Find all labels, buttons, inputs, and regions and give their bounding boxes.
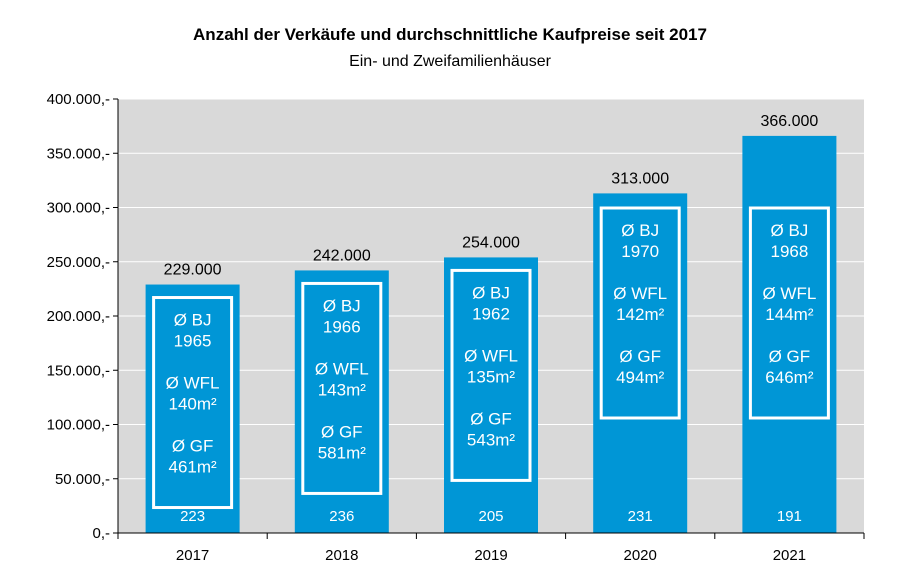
value-label: 313.000 (611, 170, 669, 187)
y-tick-label: 50.000,- (55, 471, 110, 488)
y-tick-label: 400.000,- (47, 91, 110, 108)
annotation-value: 140m² (169, 395, 218, 414)
bar (593, 193, 688, 533)
annotation-label: Ø GF (321, 422, 363, 441)
bar (444, 257, 538, 533)
annotation-label: Ø WFL (762, 284, 816, 303)
axes (113, 98, 865, 539)
y-tick-label: 350.000,- (47, 145, 110, 162)
annotation-value: 1965 (174, 332, 212, 351)
count-label: 191 (777, 508, 802, 525)
annotation-value: 494m² (616, 368, 665, 387)
annotation-value: 135m² (467, 367, 516, 386)
annotation-box (301, 281, 383, 495)
annotation-label: Ø BJ (472, 283, 510, 302)
annotation-value: 1966 (323, 317, 361, 336)
y-tick-label: 300.000,- (47, 200, 110, 217)
annotation-value: 142m² (616, 305, 665, 324)
annotation-box (450, 268, 532, 482)
bar (294, 270, 389, 533)
annotation-value: 581m² (318, 443, 367, 462)
value-label: 254.000 (462, 234, 520, 251)
value-label: 229.000 (164, 262, 222, 279)
annotation-value: 1968 (770, 242, 808, 261)
y-tick-label: 250.000,- (47, 254, 110, 271)
annotation-label: Ø WFL (166, 374, 220, 393)
y-tick-label: 100.000,- (47, 417, 110, 434)
annotation-label: Ø GF (769, 347, 811, 366)
annotation-label: Ø BJ (323, 296, 361, 315)
x-tick-labels: 2017 2018 2019 2020 2021 (176, 547, 806, 564)
annotation-label: Ø BJ (621, 221, 659, 240)
x-tick-label: 2021 (773, 547, 806, 564)
x-tick-label: 2017 (176, 547, 209, 564)
y-tick-label: 150.000,- (47, 362, 110, 379)
annotation-box (748, 206, 830, 420)
annotation-value: 646m² (765, 368, 814, 387)
y-tick-label: 200.000,- (47, 308, 110, 325)
annotation-box (599, 206, 681, 420)
annotation-value: 1962 (472, 304, 510, 323)
chart-title: Anzahl der Verkäufe und durchschnittlich… (193, 25, 707, 44)
bar (742, 135, 837, 533)
annotation-label: Ø GF (619, 347, 661, 366)
annotation-value: 143m² (318, 380, 367, 399)
value-label: 242.000 (313, 247, 371, 264)
count-label: 236 (329, 508, 354, 525)
count-label: 231 (628, 508, 653, 525)
chart-subtitle: Ein- und Zweifamilienhäuser (349, 53, 552, 70)
annotation-label: Ø BJ (771, 221, 809, 240)
count-label: 223 (180, 508, 205, 525)
count-label: 205 (478, 508, 503, 525)
annotation-value: 461m² (169, 458, 218, 477)
bar (145, 284, 240, 533)
y-tick-label: 0,- (92, 525, 110, 542)
annotation-label: Ø WFL (613, 284, 667, 303)
annotation-box (152, 296, 234, 510)
annotation-label: Ø WFL (464, 346, 518, 365)
y-tick-labels: 0,- 50.000,- 100.000,- 150.000,- 200.000,- 25… (47, 91, 110, 542)
x-tick-label: 2018 (325, 547, 358, 564)
annotation-value: 144m² (765, 305, 814, 324)
annotation-value: 1970 (621, 242, 659, 261)
annotation-label: Ø GF (470, 409, 512, 428)
x-tick-label: 2019 (474, 547, 507, 564)
annotation-label: Ø GF (172, 437, 214, 456)
value-label: 366.000 (760, 113, 818, 130)
annotation-label: Ø BJ (174, 311, 212, 330)
x-tick-label: 2020 (624, 547, 657, 564)
bars: 229.000 223 Ø BJ 1965 Ø WFL 140m² Ø GF 461m² 242… (145, 113, 837, 533)
annotation-value: 543m² (467, 430, 516, 449)
annotation-label: Ø WFL (315, 359, 369, 378)
